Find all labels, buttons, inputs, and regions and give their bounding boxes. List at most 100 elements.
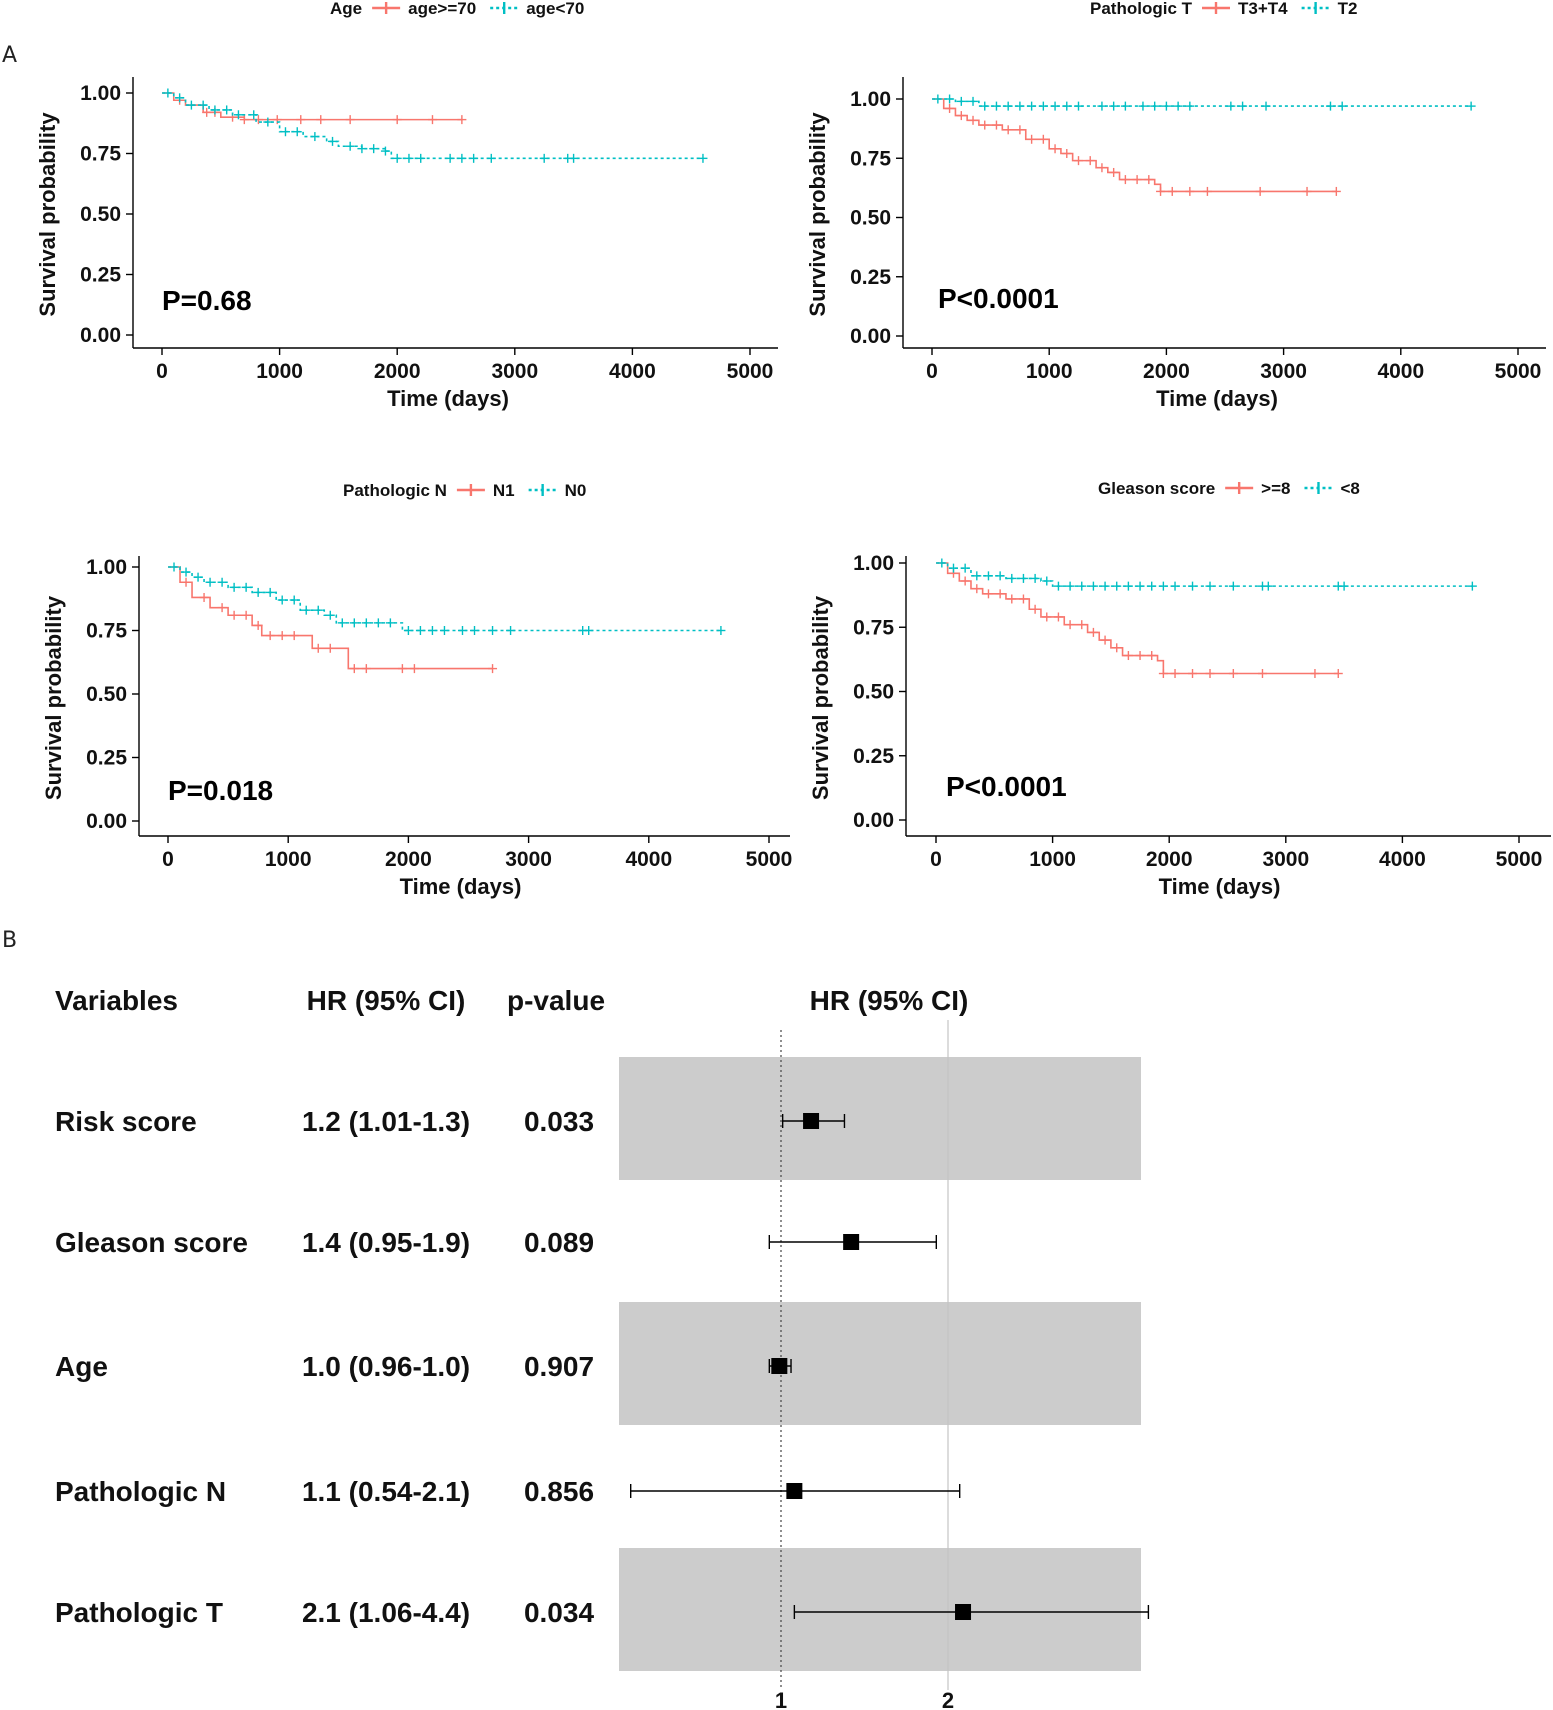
variable-label: Risk score <box>55 1106 197 1137</box>
x-tick-label: 3000 <box>1262 848 1309 871</box>
y-tick-label: 0.00 <box>86 810 127 833</box>
x-tick-label: 0 <box>156 360 168 383</box>
legend: Pathologic N N1 N0 <box>343 481 586 500</box>
forest-row: Gleason score 1.4 (0.95-1.9) 0.089 <box>55 1227 938 1258</box>
p-value: 0.907 <box>524 1351 594 1382</box>
legend-label: N1 <box>493 481 515 500</box>
x-tick-label: 4000 <box>625 848 672 871</box>
km-panel-3: 0 1000 2000 3000 4000 5000 0.00 0.25 0.50 0.75 1.0… <box>41 481 792 899</box>
variable-label: Pathologic N <box>55 1476 226 1507</box>
x-tick-label: 1000 <box>1026 360 1073 383</box>
y-tick-label: 1.00 <box>850 88 891 111</box>
legend-title: Pathologic T <box>1090 0 1193 18</box>
legend-title: Pathologic N <box>343 481 447 500</box>
x-axis-title: Time (days) <box>387 386 509 411</box>
survival-curve->=8 <box>936 562 1339 675</box>
p-value: 0.034 <box>524 1597 594 1628</box>
survival-curve-<8 <box>936 562 1473 587</box>
legend: Age age>=70 age<70 <box>330 0 584 18</box>
y-tick-label: 0.50 <box>850 207 891 230</box>
legend-label: age<70 <box>526 0 584 18</box>
y-axis-title: Survival probability <box>805 112 830 317</box>
legend-label: >=8 <box>1261 479 1290 498</box>
x-tick-label: 5000 <box>1496 848 1543 871</box>
survival-curve-N0 <box>168 566 721 632</box>
x-tick-label: 4000 <box>1377 360 1424 383</box>
y-tick-label: 0.50 <box>86 683 127 706</box>
x-tick-label: 5000 <box>1495 360 1542 383</box>
y-tick-label: 0.25 <box>86 747 127 770</box>
y-tick-label: 0.50 <box>853 681 894 704</box>
km-plots-group: 0 1000 2000 3000 4000 5000 0.00 0.25 0.50 0.75 1.0… <box>35 0 1551 899</box>
forest-row: Risk score 1.2 (1.01-1.3) 0.033 <box>55 1106 846 1137</box>
y-tick-label: 0.00 <box>853 809 894 832</box>
km-panel-2: 0 1000 2000 3000 4000 5000 0.00 0.25 0.50 0.75 1.0… <box>805 0 1546 411</box>
variable-label: Gleason score <box>55 1227 248 1258</box>
forest-x-tick-label: 2 <box>942 1688 954 1710</box>
hr-ci-value: 1.4 (0.95-1.9) <box>302 1227 470 1258</box>
legend-label: N0 <box>565 481 587 500</box>
forest-row: Age 1.0 (0.96-1.0) 0.907 <box>55 1351 792 1382</box>
survival-curve-age<70 <box>162 92 703 160</box>
y-tick-label: 1.00 <box>80 82 121 105</box>
y-axis-title: Survival probability <box>35 112 60 317</box>
x-tick-label: 1000 <box>256 360 303 383</box>
x-tick-label: 1000 <box>265 848 312 871</box>
x-tick-label: 0 <box>162 848 174 871</box>
survival-curve-T3+T4 <box>932 98 1337 193</box>
y-tick-label: 0.75 <box>850 147 891 170</box>
legend-label: age>=70 <box>408 0 476 18</box>
y-tick-label: 0.25 <box>80 264 121 287</box>
hr-ci-value: 1.2 (1.01-1.3) <box>302 1106 470 1137</box>
row-band <box>619 1548 1141 1671</box>
hr-ci-value: 2.1 (1.06-4.4) <box>302 1597 470 1628</box>
x-tick-label: 2000 <box>374 360 421 383</box>
y-tick-label: 0.75 <box>80 143 121 166</box>
y-tick-label: 0.75 <box>853 616 894 639</box>
y-tick-label: 0.00 <box>850 325 891 348</box>
x-tick-label: 0 <box>930 848 942 871</box>
survival-curve-T2 <box>932 98 1472 107</box>
y-axis-title: Survival probability <box>808 595 833 800</box>
km-panel-1: 0 1000 2000 3000 4000 5000 0.00 0.25 0.50 0.75 1.0… <box>35 0 778 411</box>
y-tick-label: 1.00 <box>86 556 127 579</box>
p-value-label: P<0.0001 <box>938 283 1059 314</box>
legend-title: Gleason score <box>1098 479 1215 498</box>
y-tick-label: 0.25 <box>850 266 891 289</box>
y-tick-label: 0.75 <box>86 620 127 643</box>
legend: Pathologic T T3+T4 T2 <box>1090 0 1357 18</box>
panel-a-label: A <box>2 43 17 68</box>
header-plot: HR (95% CI) <box>810 985 969 1016</box>
x-tick-label: 4000 <box>609 360 656 383</box>
forest-x-tick-label: 1 <box>775 1688 787 1710</box>
legend: Gleason score >=8 <8 <box>1098 479 1360 498</box>
variable-label: Pathologic T <box>55 1597 223 1628</box>
p-value-label: P=0.018 <box>168 775 273 806</box>
p-value: 0.033 <box>524 1106 594 1137</box>
row-band <box>619 1057 1141 1180</box>
hr-point-marker <box>786 1483 803 1499</box>
forest-plot-group: Variables HR (95% CI) p-value HR (95% CI) Ri… <box>55 985 1150 1710</box>
y-tick-label: 0.25 <box>853 745 894 768</box>
x-tick-label: 1000 <box>1029 848 1076 871</box>
y-axis-title: Survival probability <box>41 595 66 800</box>
legend-title: Age <box>330 0 362 18</box>
x-tick-label: 2000 <box>385 848 432 871</box>
p-value-label: P<0.0001 <box>946 771 1067 802</box>
header-p-value: p-value <box>507 985 605 1016</box>
y-tick-label: 0.00 <box>80 324 121 347</box>
variable-label: Age <box>55 1351 108 1382</box>
legend-label: T3+T4 <box>1238 0 1288 18</box>
legend-label: <8 <box>1340 479 1359 498</box>
x-tick-label: 5000 <box>727 360 774 383</box>
p-value: 0.089 <box>524 1227 594 1258</box>
km-panel-4: 0 1000 2000 3000 4000 5000 0.00 0.25 0.50 0.75 1.0… <box>808 479 1551 899</box>
x-axis-title: Time (days) <box>1156 386 1278 411</box>
hr-point-marker <box>803 1113 820 1129</box>
y-tick-label: 1.00 <box>853 552 894 575</box>
p-value-label: P=0.68 <box>162 285 252 316</box>
panel-b-label: B <box>2 928 17 953</box>
x-axis-title: Time (days) <box>1159 874 1281 899</box>
x-tick-label: 2000 <box>1146 848 1193 871</box>
x-tick-label: 3000 <box>1260 360 1307 383</box>
